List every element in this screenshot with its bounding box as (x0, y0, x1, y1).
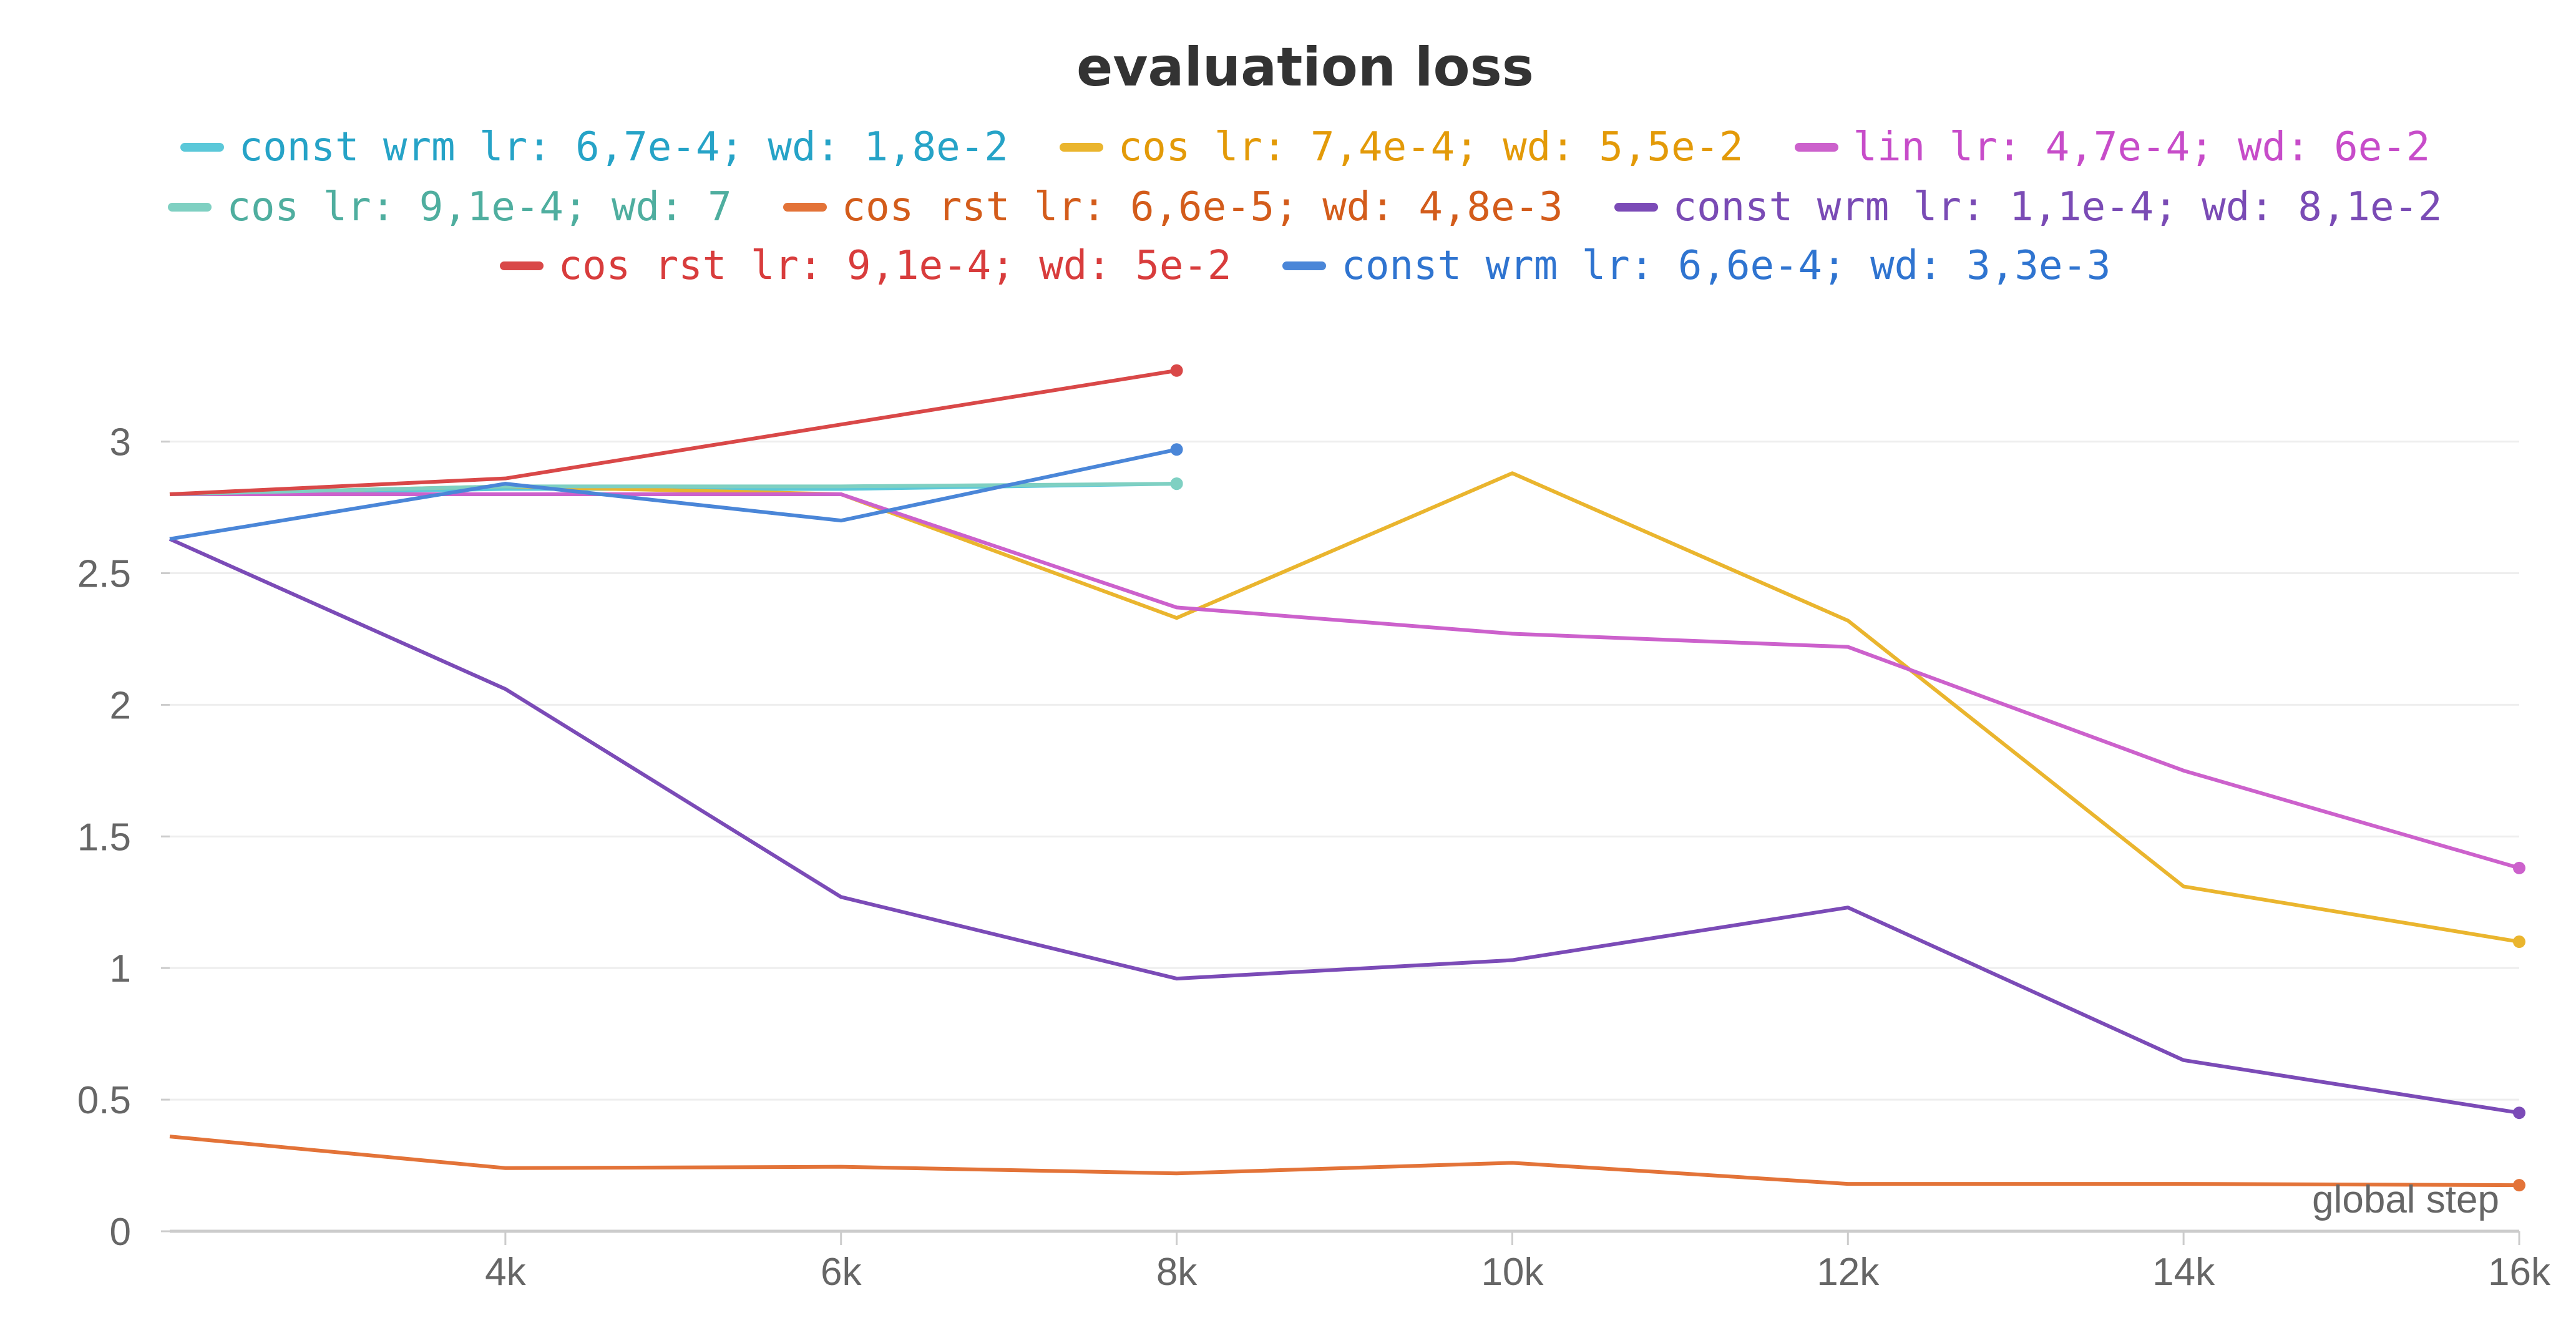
series (170, 492, 2525, 874)
legend-swatch (168, 203, 212, 212)
legend-row: cos rst lr: 9,1e-4; wd: 5e-2 const wrm lr… (0, 236, 2576, 296)
y-tick-label: 2.5 (77, 553, 131, 596)
grid (170, 441, 2519, 1101)
legend-item[interactable]: cos lr: 9,1e-4; wd: 7 (168, 177, 732, 237)
series (169, 443, 1183, 541)
series-line[interactable] (169, 471, 2520, 944)
legend-swatch (783, 203, 827, 212)
series-endpoint[interactable] (2513, 1179, 2525, 1192)
y-tick-label: 2 (110, 684, 131, 727)
legend-label: cos rst lr: 6,6e-5; wd: 4,8e-3 (841, 184, 1563, 230)
y-tick-label: 1.5 (77, 816, 131, 859)
legend-label: cos lr: 9,1e-4; wd: 7 (227, 184, 732, 230)
x-axis-label: global step (2312, 1178, 2499, 1221)
y-tick-label: 0 (110, 1211, 131, 1254)
legend-swatch (1614, 203, 1658, 212)
series (169, 364, 1183, 496)
x-tick-label: 6k (821, 1251, 862, 1294)
legend-label: const wrm lr: 1,1e-4; wd: 8,1e-2 (1672, 184, 2442, 230)
series-line[interactable] (168, 537, 2520, 1115)
legend-label: lin lr: 4,7e-4; wd: 6e-2 (1853, 124, 2431, 170)
legend-label: const wrm lr: 6,6e-4; wd: 3,3e-3 (1341, 243, 2111, 289)
series (169, 471, 2525, 949)
axes: 0 0.5 1 1.5 2 2.5 3 4k 6k 8k 10k 12k 14k 16k (77, 421, 2551, 1294)
series-endpoint[interactable] (2513, 935, 2525, 949)
legend-item[interactable]: cos rst lr: 6,6e-5; wd: 4,8e-3 (783, 177, 1563, 237)
series-endpoint[interactable] (2513, 1106, 2525, 1120)
legend-item[interactable]: const wrm lr: 6,7e-4; wd: 1,8e-2 (180, 117, 1008, 177)
legend-swatch (499, 261, 544, 270)
x-tick-label: 4k (485, 1251, 526, 1294)
legend-swatch (1794, 143, 1838, 152)
legend-label: cos rst lr: 9,1e-4; wd: 5e-2 (558, 243, 1232, 289)
chart-title: evaluation loss (1076, 36, 1534, 99)
x-tick-label: 12k (1817, 1251, 1880, 1294)
series (169, 1135, 2525, 1192)
y-tick-label: 3 (110, 421, 131, 464)
legend-item[interactable]: const wrm lr: 1,1e-4; wd: 8,1e-2 (1614, 177, 2442, 237)
legend-row: cos lr: 9,1e-4; wd: 7 cos rst lr: 6,6e-5;… (0, 177, 2576, 237)
series-endpoint[interactable] (1170, 477, 1183, 491)
series-line[interactable] (169, 447, 1178, 541)
series (168, 537, 2525, 1120)
series-layer (168, 364, 2525, 1192)
series-line[interactable] (170, 492, 2520, 870)
x-tick-label: 10k (1481, 1251, 1544, 1294)
series-endpoint[interactable] (1170, 443, 1183, 456)
y-tick-label: 0.5 (77, 1079, 131, 1122)
series-line[interactable] (169, 368, 1178, 496)
y-tick-label: 1 (110, 947, 131, 990)
legend-swatch (180, 143, 224, 152)
x-tick-label: 8k (1156, 1251, 1198, 1294)
legend-swatch (1282, 261, 1327, 270)
series-line[interactable] (169, 1135, 2520, 1188)
legend-item[interactable]: lin lr: 4,7e-4; wd: 6e-2 (1794, 117, 2431, 177)
series-endpoint[interactable] (1170, 364, 1183, 377)
legend-row: const wrm lr: 6,7e-4; wd: 1,8e-2 cos lr: … (0, 117, 2576, 177)
legend-item[interactable]: cos lr: 7,4e-4; wd: 5,5e-2 (1059, 117, 1744, 177)
legend-label: const wrm lr: 6,7e-4; wd: 1,8e-2 (238, 124, 1008, 170)
legend-label: cos lr: 7,4e-4; wd: 5,5e-2 (1118, 124, 1744, 170)
x-tick-label: 14k (2152, 1251, 2215, 1294)
legend-item[interactable]: const wrm lr: 6,6e-4; wd: 3,3e-3 (1282, 236, 2110, 296)
legend-item[interactable]: cos rst lr: 9,1e-4; wd: 5e-2 (499, 236, 1232, 296)
legend-swatch (1059, 143, 1103, 152)
series-endpoint[interactable] (2513, 861, 2525, 874)
x-tick-label: 16k (2488, 1251, 2551, 1294)
